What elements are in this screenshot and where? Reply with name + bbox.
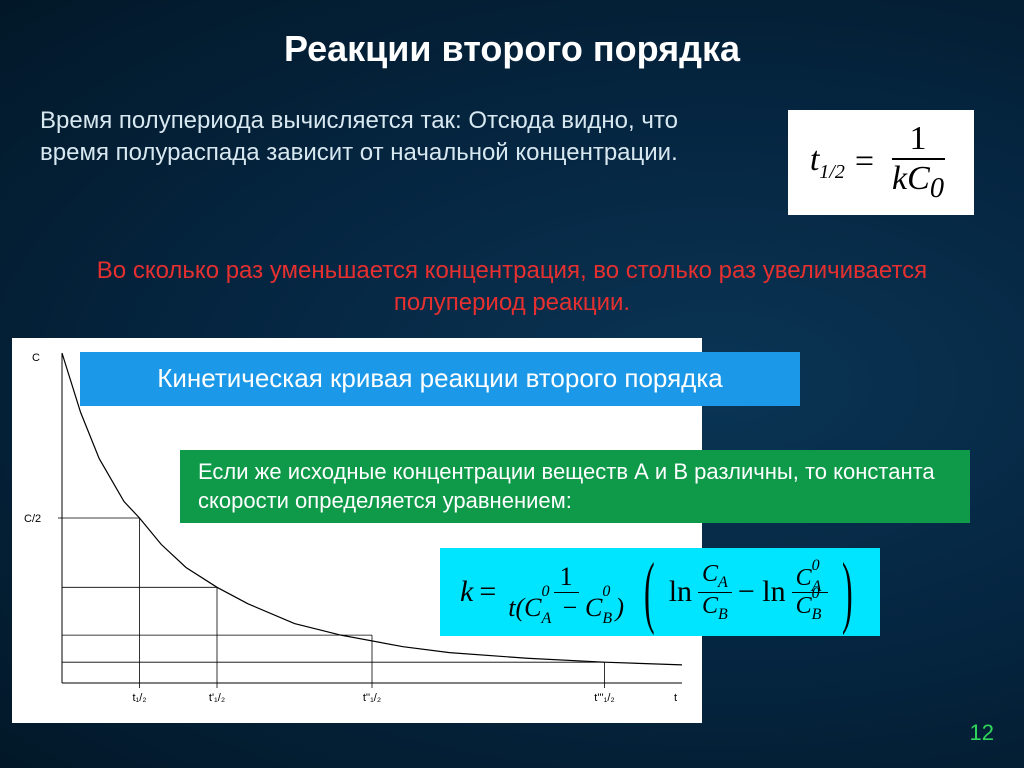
svg-text:C/2: C/2 bbox=[24, 513, 41, 525]
page-number: 12 bbox=[970, 720, 994, 746]
svg-text:C: C bbox=[32, 352, 40, 364]
svg-text:t₁/₂: t₁/₂ bbox=[132, 692, 146, 704]
halflife-formula: t1/2 = 1 kC0 bbox=[788, 110, 974, 215]
chart-caption: Кинетическая кривая реакции второго поря… bbox=[80, 352, 800, 406]
svg-text:t'₁/₂: t'₁/₂ bbox=[209, 692, 225, 704]
rate-constant-formula: k = 1 t(C0A − C0B ) ( ln CA CB − ln C0A … bbox=[440, 548, 880, 636]
svg-text:t: t bbox=[674, 692, 677, 704]
svg-text:t''₁/₂: t''₁/₂ bbox=[363, 692, 381, 704]
rate-constant-note: Если же исходные концентрации веществ А … bbox=[180, 450, 970, 523]
svg-text:t'''₁/₂: t'''₁/₂ bbox=[594, 692, 614, 704]
intro-paragraph: Время полупериода вычисляется так: Отсюд… bbox=[40, 105, 680, 170]
highlight-statement: Во сколько раз уменьшается концентрация,… bbox=[40, 255, 984, 320]
page-title: Реакции второго порядка bbox=[0, 0, 1024, 70]
